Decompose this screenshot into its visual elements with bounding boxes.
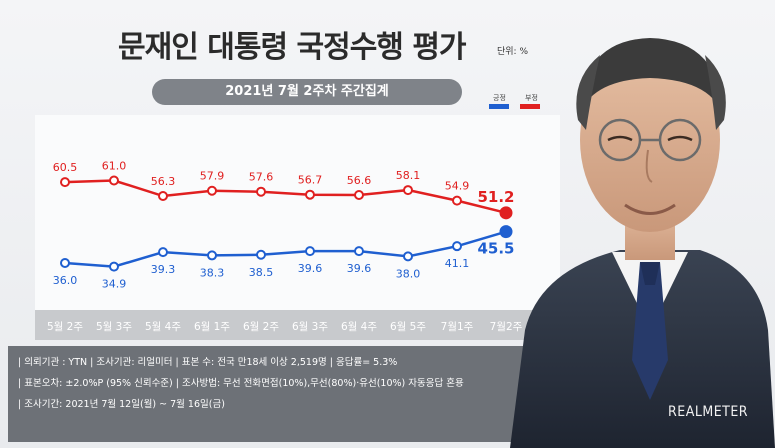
data-label: 38.5 — [249, 266, 274, 279]
survey-info-line-3: | 조사기간: 2021년 7월 12일(월) ~ 7월 16일(금) — [18, 399, 225, 410]
data-label: 39.6 — [347, 262, 372, 275]
survey-info-line-2: | 표본오차: ±2.0%P (95% 신뢰수준) | 조사방법: 무선 전화면… — [18, 378, 464, 389]
x-tick-label: 5월 4주 — [145, 321, 181, 333]
data-point — [499, 206, 513, 220]
x-tick-label: 6월 2주 — [243, 321, 279, 333]
period-subtitle: 2021년 7월 2주차 주간집계 — [152, 79, 462, 105]
legend-positive-swatch — [489, 104, 509, 109]
data-point — [207, 185, 217, 196]
data-label: 39.6 — [298, 262, 323, 275]
data-point — [305, 189, 315, 200]
x-tick-label: 6월 1주 — [194, 321, 230, 333]
survey-info-line-1: | 의뢰기관 : YTN | 조사기관: 리얼미터 | 표본 수: 전국 만18… — [18, 357, 398, 368]
x-tick-label: 6월 5주 — [390, 321, 426, 333]
chart-plot-area — [35, 115, 560, 310]
series-line-negative — [64, 179, 507, 215]
data-point — [158, 191, 168, 202]
data-label: 56.6 — [347, 174, 372, 187]
data-point — [158, 247, 168, 258]
data-point — [403, 185, 413, 196]
data-label: 57.6 — [249, 171, 274, 184]
data-label: 41.1 — [445, 257, 470, 270]
data-label: 36.0 — [53, 274, 78, 287]
legend-negative-swatch — [520, 104, 540, 109]
brand-logo: REALMETER — [668, 404, 749, 420]
data-label: 60.5 — [53, 161, 78, 174]
data-point — [499, 225, 513, 239]
legend-negative-label: 부정 — [525, 94, 538, 102]
series-line-positive — [64, 230, 507, 268]
x-tick-label: 5월 3주 — [96, 321, 132, 333]
data-point — [403, 251, 413, 262]
president-portrait — [510, 38, 775, 448]
data-point — [256, 249, 266, 260]
survey-info-box: | 의뢰기관 : YTN | 조사기관: 리얼미터 | 표본 수: 전국 만18… — [8, 346, 578, 442]
data-label: 61.0 — [102, 160, 127, 173]
data-label: 39.3 — [151, 263, 176, 276]
x-tick-label: 7월2주 — [490, 321, 523, 333]
data-label: 38.0 — [396, 267, 421, 280]
data-point — [60, 258, 70, 268]
data-point — [60, 177, 70, 188]
page-title: 문재인 대통령 국정수행 평가 — [118, 30, 467, 65]
data-label: 57.9 — [200, 170, 225, 183]
x-tick-label: 7월1주 — [441, 321, 474, 333]
x-tick-label: 6월 3주 — [292, 321, 328, 333]
data-point — [207, 250, 217, 261]
data-point — [305, 246, 315, 257]
data-point — [109, 261, 119, 272]
unit-label: 단위: % — [497, 47, 529, 57]
data-label: 54.9 — [445, 180, 470, 193]
data-label: 38.3 — [200, 266, 225, 279]
data-label: 51.2 — [477, 188, 514, 206]
data-label: 34.9 — [102, 278, 127, 291]
x-axis-band — [35, 310, 560, 340]
x-tick-label: 6월 4주 — [341, 321, 377, 333]
data-point — [109, 175, 119, 186]
data-point — [256, 186, 266, 197]
x-tick-label: 5월 2주 — [47, 321, 83, 333]
data-point — [452, 241, 462, 252]
data-label: 56.3 — [151, 175, 176, 188]
data-label: 45.5 — [477, 240, 514, 258]
data-point — [354, 190, 364, 201]
legend-positive-label: 긍정 — [493, 94, 506, 102]
data-label: 58.1 — [396, 169, 421, 182]
data-label: 56.7 — [298, 174, 323, 187]
data-point — [452, 195, 462, 206]
data-point — [354, 246, 364, 257]
